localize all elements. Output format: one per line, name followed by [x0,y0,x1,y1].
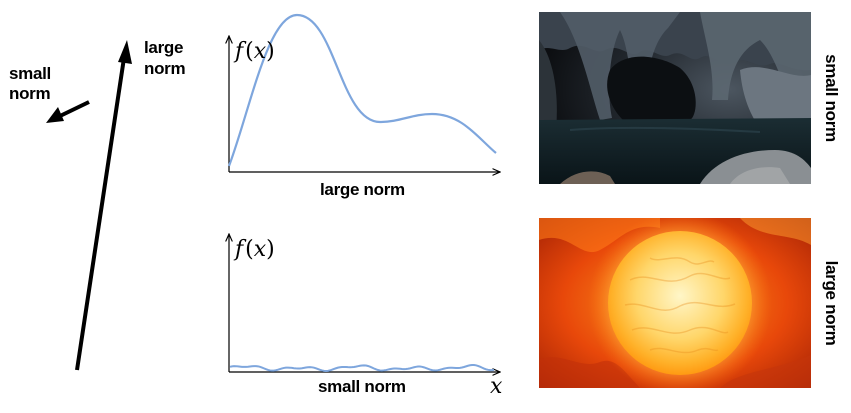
top-plot-x-var: x [254,39,267,64]
svg-text:f(x): f(x) [233,237,275,262]
large-norm-vector-label-line2: norm [144,59,185,78]
small-norm-vector-label-line2: norm [9,84,50,103]
vector-diagram: small norm large norm [9,38,186,371]
bottom-plot: f(x) small norm x [229,234,503,399]
small-norm-vector-shaft [59,100,90,118]
top-plot-curve [227,13,497,167]
bottom-plot-close-paren: ) [266,237,275,262]
top-plot-close-paren: ) [266,39,275,64]
svg-text:f(x): f(x) [233,39,275,64]
small-norm-vector-label-line1: small [9,64,51,83]
bottom-plot-open-paren: ( [245,237,254,262]
bottom-plot-curve [229,363,495,373]
cave-photo-caption: small norm [822,54,841,142]
top-plot-caption: large norm [320,180,405,199]
large-norm-vector-shaft [75,57,126,371]
bottom-plot-caption: small norm [318,377,406,396]
large-norm-vector-label-line1: large [144,38,183,57]
large-norm-vector-arrowhead [118,40,132,64]
top-plot: f(x) large norm [227,13,500,199]
sun-photo-caption: large norm [822,261,841,346]
top-plot-open-paren: ( [245,39,254,64]
bottom-plot-x-var: x [254,237,267,262]
cave-photo [539,12,811,184]
sun-photo [539,218,811,388]
small-norm-vector-arrowhead [46,107,64,123]
bottom-plot-x-symbol: x [490,374,503,399]
